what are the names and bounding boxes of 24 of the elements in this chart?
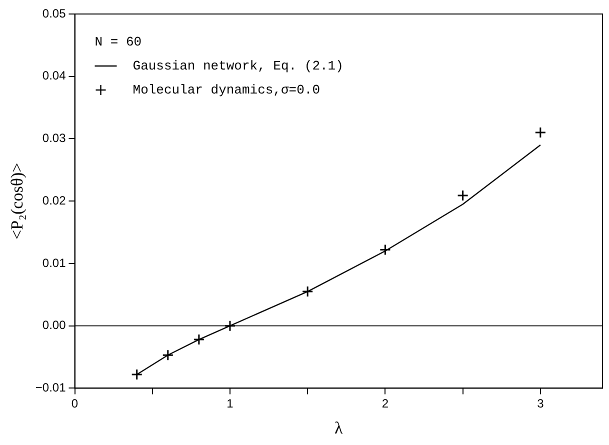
point bbox=[457, 190, 469, 202]
y-tick-label: 0.01 bbox=[42, 256, 66, 270]
y-tick-label: 0.00 bbox=[42, 318, 66, 332]
point bbox=[379, 244, 391, 256]
y-tick-label: 0.03 bbox=[42, 131, 66, 146]
point bbox=[162, 349, 174, 361]
x-axis-title: λ bbox=[334, 418, 344, 438]
point bbox=[224, 320, 236, 332]
y-tick-label: −0.01 bbox=[35, 380, 66, 395]
point bbox=[193, 334, 205, 346]
x-tick-label: 3 bbox=[537, 396, 544, 411]
point bbox=[302, 286, 314, 298]
point bbox=[534, 126, 546, 138]
y-tick-label: 0.04 bbox=[42, 68, 66, 83]
legend-label: Molecular dynamics,σ=0.0 bbox=[132, 82, 320, 98]
point bbox=[131, 368, 143, 380]
x-tick-label: 0 bbox=[71, 396, 78, 411]
y-tick-label: 0.05 bbox=[42, 6, 66, 20]
x-tick-label: 2 bbox=[382, 396, 389, 411]
legend-label: Gaussian network, Eq. (2.1) bbox=[132, 58, 344, 74]
x-tick-label: 1 bbox=[226, 396, 234, 411]
y-axis-title: <P₂(cosθ)> bbox=[8, 162, 27, 240]
legend-title: N = 60 bbox=[94, 34, 142, 50]
y-tick-label: 0.02 bbox=[42, 193, 66, 208]
